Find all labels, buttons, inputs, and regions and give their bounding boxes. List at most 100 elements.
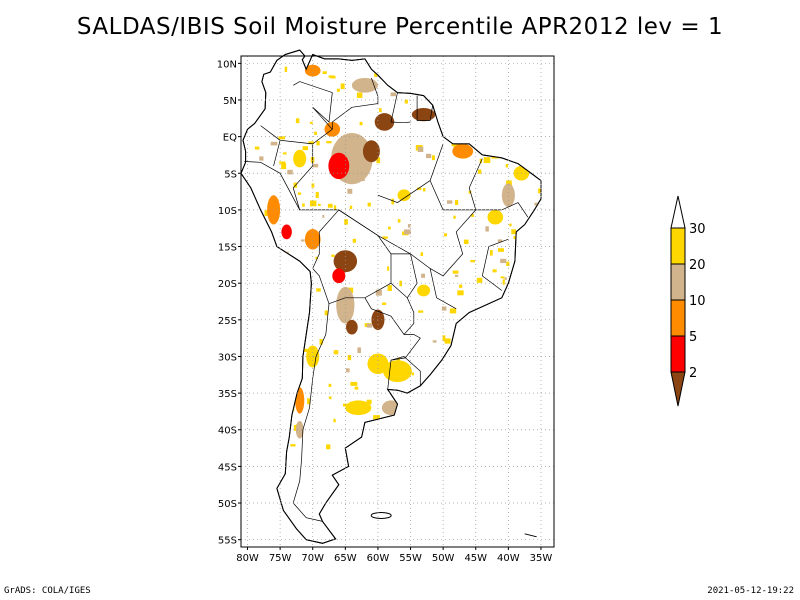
- lat-tick-label: 5S: [224, 169, 237, 180]
- speckle: [254, 146, 260, 150]
- speckle: [407, 224, 411, 228]
- anomaly-patch: [501, 183, 515, 207]
- speckle: [404, 229, 411, 235]
- speckle: [356, 92, 363, 98]
- speckle: [452, 270, 459, 274]
- speckle: [420, 252, 424, 257]
- legend-swatch: [670, 335, 686, 373]
- speckle: [382, 302, 387, 305]
- anomaly-patch: [487, 209, 504, 225]
- speckle: [534, 202, 538, 206]
- lon-tick-label: 50W: [432, 553, 455, 564]
- speckle: [459, 284, 463, 288]
- latitude-tick-labels: 10N 5N EQ 5S 10S 15S 20S 25S 30S 35S 40S 45S 50S 55S: [217, 59, 241, 547]
- speckle: [333, 418, 336, 423]
- lat-tick-label: 55S: [218, 536, 237, 547]
- lon-tick-label: 40W: [497, 553, 520, 564]
- speckle: [390, 92, 396, 97]
- speckle: [442, 335, 446, 342]
- speckle: [388, 226, 391, 230]
- anomaly-patch: [332, 268, 346, 284]
- anomaly-patch: [452, 143, 474, 159]
- speckle: [479, 158, 482, 164]
- country-border: [481, 238, 509, 291]
- speckle: [444, 338, 451, 344]
- speckle: [313, 163, 319, 168]
- speckle: [506, 180, 512, 187]
- country-border: [293, 81, 333, 130]
- longitude-tick-labels: 80W 75W 70W 65W 60W 55W 50W 45W 40W 35W: [236, 547, 552, 564]
- lon-tick-label: 65W: [334, 553, 357, 564]
- speckle: [302, 203, 305, 207]
- speckle: [483, 157, 491, 164]
- speckle: [538, 188, 541, 194]
- anomaly-patches: [241, 59, 541, 450]
- anomaly-patch: [281, 224, 292, 240]
- lat-tick-label: 5N: [223, 96, 237, 107]
- speckle: [504, 277, 507, 280]
- speckle: [346, 368, 350, 373]
- anomaly-patch: [293, 149, 307, 168]
- speckle: [416, 187, 422, 191]
- speckle: [349, 205, 353, 209]
- speckle: [490, 250, 493, 256]
- speckle: [333, 350, 339, 355]
- speckle: [319, 339, 323, 345]
- speckle: [359, 121, 363, 126]
- country-border: [391, 253, 418, 298]
- speckle: [308, 141, 314, 145]
- legend-label: 10: [689, 294, 706, 309]
- speckle: [500, 276, 505, 279]
- speckle: [497, 248, 504, 252]
- lat-tick-label: 45S: [218, 462, 237, 473]
- map-title: SALDAS/IBIS Soil Moisture Percentile APR…: [76, 14, 724, 40]
- lon-tick-label: 35W: [530, 553, 553, 564]
- speckle: [485, 226, 489, 232]
- speckle: [303, 348, 308, 352]
- lat-tick-label: 30S: [218, 352, 237, 363]
- speckle: [259, 156, 264, 161]
- speckle: [287, 169, 293, 175]
- country-border: [364, 282, 415, 336]
- speckle: [347, 188, 353, 194]
- anomaly-patch: [367, 353, 389, 375]
- speckle: [379, 108, 382, 113]
- speckle: [492, 269, 497, 273]
- lat-tick-label: 50S: [218, 499, 237, 510]
- falklands-islands: [370, 511, 537, 538]
- country-border: [416, 95, 434, 121]
- legend-swatch: [670, 299, 686, 337]
- speckle: [354, 386, 359, 390]
- country-border: [390, 334, 421, 361]
- lat-tick-label: 15S: [218, 243, 237, 254]
- legend-label: 5: [689, 330, 697, 345]
- speckle: [500, 258, 507, 264]
- anomaly-patch: [304, 64, 321, 77]
- speckle: [471, 214, 474, 218]
- speckle: [374, 73, 378, 77]
- speckle: [455, 199, 459, 205]
- speckle: [367, 202, 371, 207]
- speckle: [497, 239, 503, 243]
- country-border: [244, 161, 301, 211]
- speckle: [387, 285, 392, 291]
- speckle: [449, 308, 457, 314]
- speckle: [333, 205, 337, 210]
- anomaly-patch: [304, 228, 321, 250]
- speckle: [505, 164, 508, 168]
- speckle: [454, 274, 459, 277]
- anomaly-patch: [336, 286, 355, 324]
- anomaly-patch: [345, 400, 372, 416]
- speckle: [375, 289, 382, 296]
- speckle: [418, 310, 424, 313]
- speckle: [509, 223, 512, 227]
- country-border: [429, 209, 477, 310]
- speckle: [502, 279, 505, 285]
- speckle: [328, 75, 335, 78]
- speckle: [343, 403, 349, 407]
- legend-cap-bottom: [670, 371, 686, 407]
- speckle: [411, 372, 414, 376]
- lat-tick-label: EQ: [223, 133, 237, 144]
- lat-tick-label: 40S: [218, 426, 237, 437]
